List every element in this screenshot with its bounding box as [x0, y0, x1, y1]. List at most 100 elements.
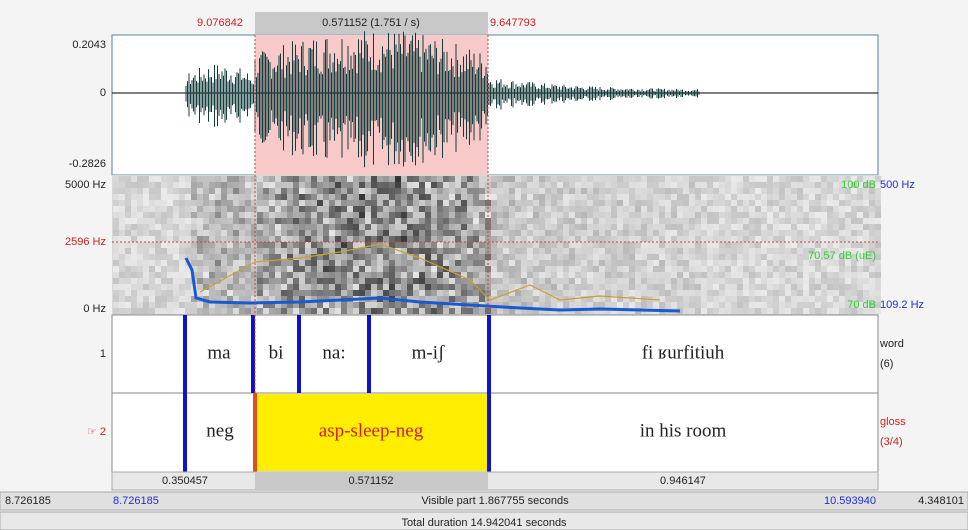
- right-total[interactable]: 4.348101: [918, 495, 964, 507]
- spec-cell: [653, 212, 659, 218]
- spec-cell: [191, 200, 197, 206]
- spec-cell: [359, 182, 365, 188]
- spec-cell: [455, 308, 461, 314]
- spec-cell: [719, 230, 725, 236]
- spec-cell: [227, 284, 233, 290]
- spec-cell: [419, 206, 425, 212]
- spec-cell: [209, 248, 215, 254]
- spec-cell: [377, 194, 383, 200]
- spec-cell: [299, 278, 305, 284]
- spec-cell: [425, 272, 431, 278]
- spec-cell: [563, 284, 569, 290]
- left-total[interactable]: 8.726185: [5, 495, 51, 507]
- visible-end[interactable]: 10.593940: [824, 495, 876, 507]
- visible-start[interactable]: 8.726185: [113, 495, 159, 507]
- spec-cell: [533, 200, 539, 206]
- spec-cell: [551, 260, 557, 266]
- spec-cell: [707, 302, 713, 308]
- spec-cell: [173, 230, 179, 236]
- spec-cell: [719, 212, 725, 218]
- spec-cell: [569, 272, 575, 278]
- spec-cell: [635, 200, 641, 206]
- pitch-top: 500 Hz: [880, 179, 915, 191]
- duration[interactable]: 0.946147: [660, 475, 706, 487]
- spec-cell: [365, 266, 371, 272]
- spec-cell: [641, 242, 647, 248]
- spec-cell: [311, 224, 317, 230]
- spec-cell: [239, 188, 245, 194]
- spec-cell: [275, 224, 281, 230]
- spec-cell: [557, 230, 563, 236]
- spec-cell: [443, 254, 449, 260]
- spec-cell: [857, 242, 863, 248]
- spec-cell: [119, 200, 125, 206]
- spec-cell: [143, 266, 149, 272]
- spec-cell: [833, 182, 839, 188]
- interval-text[interactable]: in his room: [640, 420, 727, 441]
- spec-cell: [803, 272, 809, 278]
- spec-cell: [515, 206, 521, 212]
- spec-cell: [209, 200, 215, 206]
- spec-cell: [413, 284, 419, 290]
- spec-cell: [551, 212, 557, 218]
- spec-cell: [761, 284, 767, 290]
- spec-cell: [737, 176, 743, 182]
- spec-cell: [575, 242, 581, 248]
- spec-cell: [317, 194, 323, 200]
- spec-cell: [761, 224, 767, 230]
- spec-cell: [263, 200, 269, 206]
- spec-cell: [839, 308, 845, 314]
- spec-cell: [491, 272, 497, 278]
- spec-cell: [713, 212, 719, 218]
- interval-text[interactable]: asp-sleep-neg: [319, 420, 424, 441]
- spec-cell: [545, 278, 551, 284]
- spec-cell: [419, 236, 425, 242]
- spec-cell: [581, 176, 587, 182]
- spec-cell: [197, 206, 203, 212]
- total-duration[interactable]: Total duration 14.942041 seconds: [401, 517, 567, 529]
- spec-cell: [287, 272, 293, 278]
- spec-cell: [803, 182, 809, 188]
- interval-text[interactable]: na:: [322, 342, 345, 363]
- spec-cell: [155, 212, 161, 218]
- spec-cell: [749, 296, 755, 302]
- spec-cell: [443, 284, 449, 290]
- spec-cell: [251, 266, 257, 272]
- spec-cell: [647, 212, 653, 218]
- spec-cell: [641, 278, 647, 284]
- spec-cell: [203, 176, 209, 182]
- spec-cell: [641, 254, 647, 260]
- spec-cell: [539, 254, 545, 260]
- spec-cell: [731, 260, 737, 266]
- interval-text[interactable]: ma: [207, 342, 231, 363]
- interval-text[interactable]: m-iʃ: [412, 342, 445, 363]
- spec-cell: [185, 308, 191, 314]
- interval-text[interactable]: neg: [206, 420, 234, 441]
- spec-cell: [281, 212, 287, 218]
- spec-cell: [791, 206, 797, 212]
- spec-cell: [515, 254, 521, 260]
- spec-cell: [143, 176, 149, 182]
- duration[interactable]: 0.350457: [162, 475, 208, 487]
- interval-text[interactable]: fi ʁurfitiuh: [642, 342, 725, 363]
- spec-cell: [371, 176, 377, 182]
- spec-cell: [845, 230, 851, 236]
- waveform-min: -0.2826: [69, 158, 106, 170]
- spec-cell: [671, 230, 677, 236]
- spec-cell: [539, 272, 545, 278]
- visible-label[interactable]: Visible part 1.867755 seconds: [421, 495, 569, 507]
- spec-cell: [449, 194, 455, 200]
- spec-cell: [167, 218, 173, 224]
- spec-cell: [149, 194, 155, 200]
- spec-cell: [221, 266, 227, 272]
- spec-cell: [509, 278, 515, 284]
- spec-cell: [599, 224, 605, 230]
- spec-cell: [767, 200, 773, 206]
- spec-cell: [635, 176, 641, 182]
- spec-cell: [383, 254, 389, 260]
- interval-text[interactable]: bi: [269, 342, 284, 363]
- spec-cell: [713, 260, 719, 266]
- duration[interactable]: 0.571152: [348, 475, 393, 487]
- spec-cell: [359, 290, 365, 296]
- spec-cell: [119, 230, 125, 236]
